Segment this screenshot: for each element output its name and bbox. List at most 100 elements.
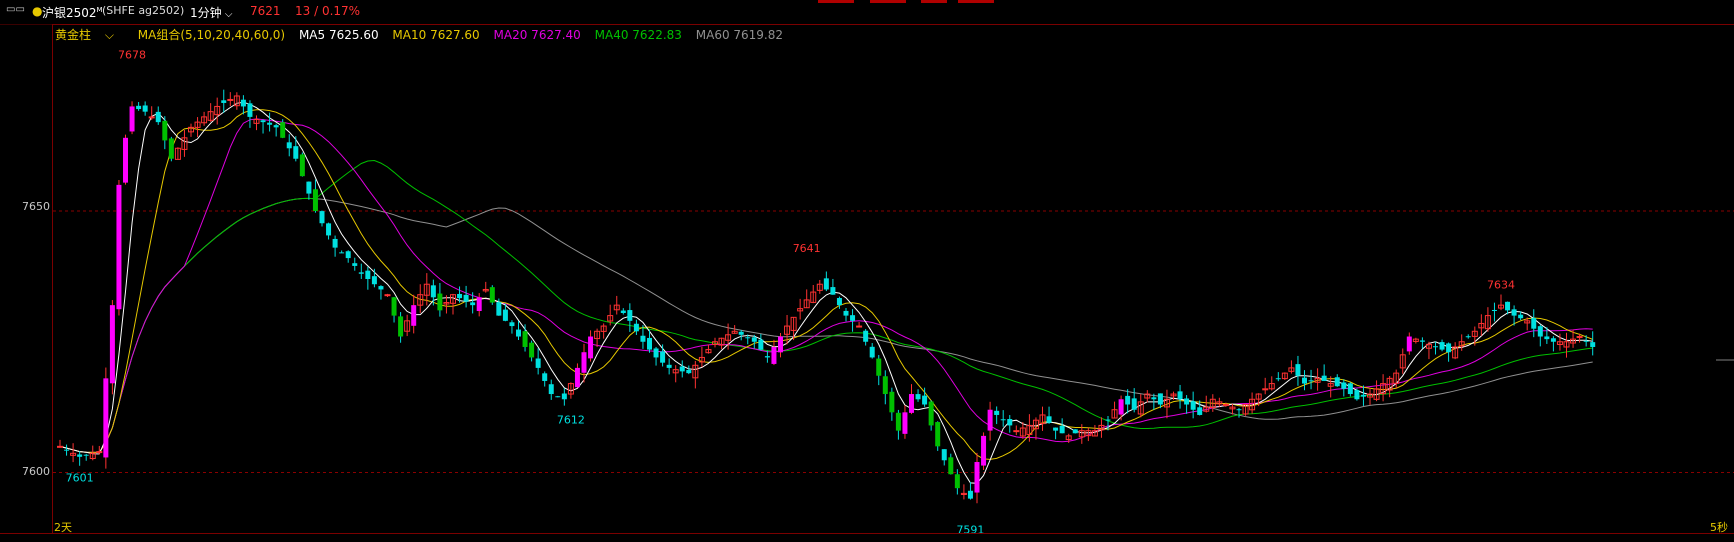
candle-body-up: [89, 452, 96, 460]
candle-body-down: [653, 348, 659, 358]
candle-body-up: [57, 445, 63, 448]
candle-body-down: [1590, 342, 1596, 347]
candle-body-down: [358, 272, 364, 274]
toolbar-tab[interactable]: [818, 0, 854, 3]
candle-body-down: [168, 138, 174, 159]
candle-body-down: [1433, 346, 1438, 348]
candle-body-up: [1032, 419, 1039, 430]
candle-body-down: [823, 278, 829, 290]
candle-body-up: [567, 383, 574, 395]
candle-body-up: [227, 98, 234, 101]
candle-body-down: [1275, 378, 1281, 380]
candle-body-up: [588, 336, 594, 359]
candle-body-down: [312, 189, 318, 212]
candle-body-down: [502, 309, 508, 321]
candle-body-up: [594, 330, 601, 340]
candle-body-up: [194, 121, 201, 128]
candle-body-up: [1471, 330, 1478, 337]
candle-body-down: [869, 346, 875, 358]
candle-body-up: [731, 330, 738, 334]
candle-body-up: [1288, 367, 1295, 372]
candle-body-down: [162, 120, 168, 141]
period-label: 1分钟: [190, 6, 222, 20]
candle-body-down: [830, 287, 836, 295]
candle-body-down: [247, 103, 253, 117]
candle-body-down: [1131, 398, 1137, 410]
candle-body-down: [457, 293, 463, 299]
candle-body-up: [1137, 401, 1144, 415]
candle-body-down: [1125, 395, 1131, 405]
candle-body-up: [1367, 393, 1373, 398]
refresh-interval-label: 5秒: [1710, 521, 1728, 534]
window-restore-icon[interactable]: ▭▭: [6, 4, 25, 15]
candle-body-down: [679, 366, 685, 372]
candle-body-down: [273, 125, 279, 128]
toolbar-tab[interactable]: [921, 0, 947, 3]
candle-body-up: [960, 492, 967, 495]
candle-body-down: [1550, 338, 1556, 342]
candle-body-down: [77, 454, 83, 457]
candle-body-down: [895, 412, 901, 431]
candle-body-down: [1321, 375, 1327, 381]
extreme-label-7612: 7612: [557, 414, 585, 427]
candle-body-up: [705, 349, 712, 354]
candle-body-down: [836, 298, 842, 306]
ma5-line: [59, 101, 1593, 484]
candle-body-up: [1065, 435, 1072, 441]
candle-body-down: [948, 457, 954, 475]
candle-body-down: [509, 322, 515, 327]
candle-body-down: [1446, 343, 1452, 353]
candle-body-up: [692, 364, 699, 379]
candle-body-down: [306, 181, 312, 194]
candle-body-up: [417, 294, 424, 306]
candle-body-up: [1229, 406, 1236, 410]
title-bar: ▭▭ ● 沪银2502M (SHFE ag2502) 1分钟 ⌵ 7621 13…: [0, 0, 1734, 25]
chevron-down-icon: ⌵: [221, 9, 233, 20]
candle-body-down: [136, 105, 142, 110]
period-selector[interactable]: 1分钟 ⌵: [190, 4, 232, 21]
extreme-label-7601: 7601: [66, 471, 94, 484]
candle-body-down: [1308, 380, 1314, 382]
candle-body-up: [1268, 383, 1275, 390]
candle-body-down: [555, 396, 561, 398]
candle-body-down: [850, 315, 856, 321]
y-tick-label-7600: 7600: [22, 465, 50, 478]
candle-body-down: [352, 263, 358, 266]
candle-body-down: [647, 337, 652, 350]
candle-body-down: [764, 356, 770, 358]
ma-group-label[interactable]: MA组合(5,10,20,40,60,0): [137, 28, 286, 42]
candle-body-up: [784, 325, 791, 335]
candle-body-down: [1151, 397, 1157, 400]
candle-body-up: [718, 337, 725, 346]
candle-body-down: [529, 342, 535, 358]
candle-body-down: [319, 211, 325, 224]
candle-body-up: [1013, 430, 1020, 433]
candle-body-down: [535, 358, 541, 368]
candle-body-up: [1406, 336, 1412, 352]
candle-body-up: [233, 95, 240, 107]
candle-body-down: [463, 294, 469, 302]
candle-body-up: [70, 452, 77, 456]
candle-body-down: [489, 287, 495, 303]
candle-body-down: [843, 310, 849, 316]
candle-body-up: [96, 451, 103, 454]
candle-body-down: [1157, 393, 1163, 405]
candle-body-up: [1281, 372, 1288, 380]
toolbar-tab[interactable]: [870, 0, 906, 3]
candle-body-up: [443, 302, 450, 305]
candle-body-down: [1347, 383, 1353, 395]
price-change: 13 / 0.17%: [295, 4, 361, 18]
candle-body-up: [1098, 424, 1105, 431]
chart-frame: [52, 24, 1734, 534]
candle-body-up: [1452, 346, 1459, 359]
candle-body-up: [902, 412, 908, 434]
symbol-name[interactable]: 沪银2502M: [42, 6, 103, 20]
candle-body-down: [633, 323, 639, 332]
candle-body-down: [889, 391, 895, 413]
candle-body-up: [1111, 409, 1118, 419]
toolbar-tab[interactable]: [958, 0, 994, 3]
candle-body-up: [129, 106, 135, 132]
candle-body-down: [660, 351, 666, 363]
style-selector[interactable]: 黄金柱 ⌵: [55, 28, 124, 42]
